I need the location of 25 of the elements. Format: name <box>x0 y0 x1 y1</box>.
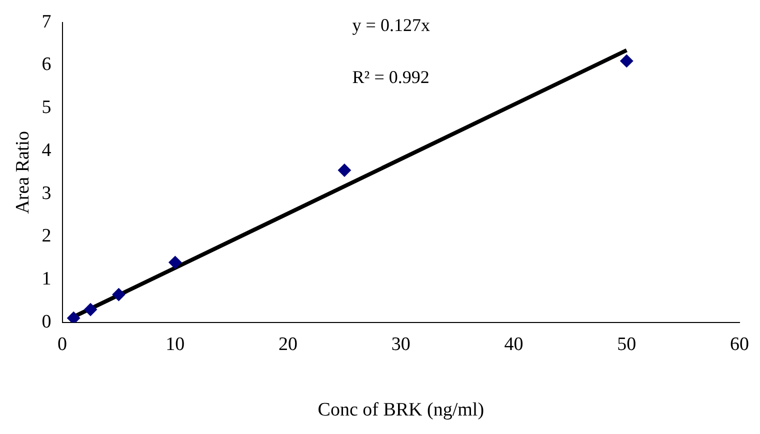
y-tick-label: 4 <box>42 140 52 161</box>
annotation: y = 0.127x <box>352 15 430 36</box>
y-tick-label: 2 <box>42 226 52 247</box>
y-tick-label: 3 <box>42 182 52 204</box>
y-tick-label: 6 <box>42 54 52 76</box>
y-tick-label: 7 <box>42 11 52 32</box>
x-tick-label: 10 <box>166 334 185 355</box>
point <box>620 54 634 68</box>
y-tick-label: 5 <box>42 97 52 118</box>
point <box>67 312 80 322</box>
x-tick-label: 50 <box>617 334 636 355</box>
x-tick-label: 40 <box>504 334 524 355</box>
point <box>84 303 98 316</box>
y-tick-label: 0 <box>42 311 52 332</box>
y-tick-label: 1 <box>42 268 52 290</box>
point <box>112 288 126 302</box>
point <box>168 256 182 269</box>
y-axis-title: Area Ratio <box>12 130 34 214</box>
x-axis-title: Conc of BRK (ng/ml) <box>318 400 484 421</box>
x-tick-label: 60 <box>730 334 749 355</box>
x-tick-label: 30 <box>391 334 410 355</box>
x-tick-label: 0 <box>58 334 68 355</box>
annotation: R² = 0.992 <box>352 67 430 88</box>
x-tick-label: 20 <box>278 334 298 355</box>
point <box>338 164 351 177</box>
